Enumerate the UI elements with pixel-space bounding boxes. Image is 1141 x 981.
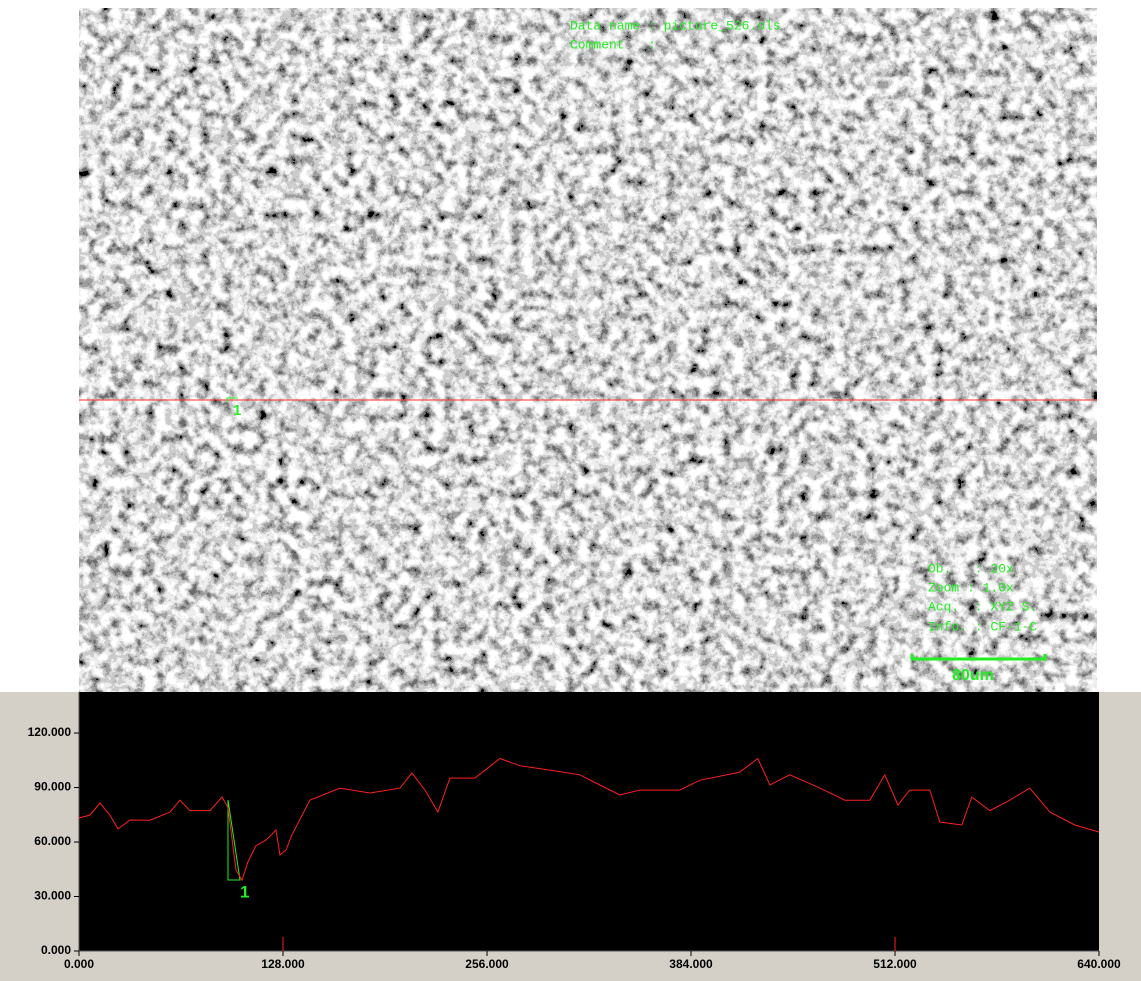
info: Info. : CF-1-C [928, 619, 1037, 634]
y-tick-label: 60.000 [34, 834, 71, 848]
x-tick-label: 128.000 [261, 957, 305, 971]
data-name: Data name : picture_526.ols [570, 18, 781, 33]
comment: Comment : [570, 37, 656, 52]
page: 1 Data name : picture_526.ols Comment : … [0, 0, 1141, 981]
measure-label: 1 [240, 882, 249, 901]
x-tick-label: 640.000 [1077, 957, 1121, 971]
y-tick-label: 30.000 [34, 889, 71, 903]
x-tick-label: 0.000 [64, 957, 94, 971]
zoom: Zoom : 1.0x [928, 580, 1014, 595]
y-tick-label: 90.000 [34, 780, 71, 794]
x-tick-label: 384.000 [669, 957, 713, 971]
x-tick-label: 512.000 [873, 957, 917, 971]
acquisition: Acq. : XYZ S. [928, 599, 1037, 614]
scale-label: 80um [952, 667, 994, 684]
screen: 1 Data name : picture_526.ols Comment : … [0, 0, 1141, 981]
y-tick-label: 120.000 [28, 725, 72, 739]
plot-area [79, 692, 1099, 951]
marker-label: 1 [233, 402, 241, 419]
x-tick-label: 256.000 [465, 957, 509, 971]
objective: Ob. : 20x [928, 561, 1014, 576]
y-tick-label: 0.000 [41, 943, 71, 957]
